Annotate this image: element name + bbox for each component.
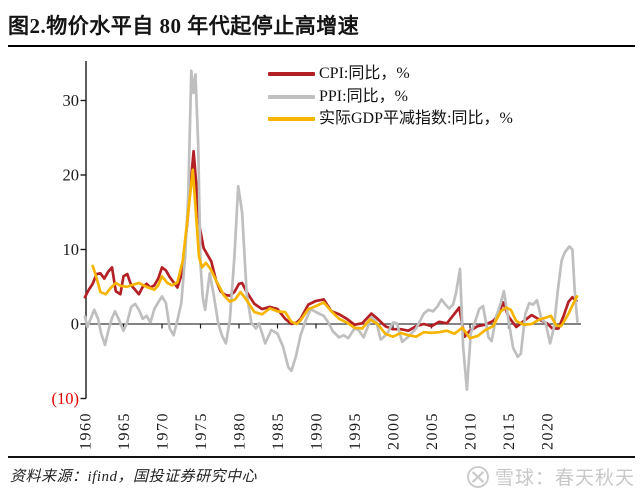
legend-swatch-cpi: [268, 72, 315, 77]
x-tick-label: 1995: [347, 412, 364, 450]
series-line-deflator: [91, 168, 579, 340]
x-tick-label: 2010: [463, 412, 480, 450]
x-tick-label: 1965: [116, 412, 133, 450]
legend-label-deflator: 实际GDP平减指数:同比，%: [319, 110, 513, 128]
legend-swatch-ppi: [268, 94, 315, 99]
y-tick-label: 30: [63, 91, 80, 110]
watermark-text: 雪球：春天秋天: [494, 468, 635, 489]
legend-swatch-deflator: [268, 117, 315, 122]
footer-divider: [8, 456, 635, 458]
source-note: 资料来源：ifind，国投证券研究中心: [10, 469, 258, 485]
x-tick-label: 2015: [501, 412, 518, 450]
x-tick-label: 1985: [270, 412, 287, 450]
legend-label-ppi: PPI:同比，%: [319, 87, 408, 105]
x-tick-label: 1975: [193, 412, 210, 450]
y-tick-label: 20: [63, 166, 80, 185]
watermark: 雪球：春天秋天: [466, 463, 635, 490]
title-divider: [8, 45, 635, 47]
legend-label-cpi: CPI:同比，%: [319, 65, 410, 83]
x-tick-label: 1970: [155, 412, 172, 450]
x-tick-label: 1990: [309, 412, 326, 450]
legend-item-cpi: CPI:同比，%: [268, 63, 513, 86]
x-tick-label: 1960: [78, 412, 95, 450]
chart-legend: CPI:同比，% PPI:同比，% 实际GDP平减指数:同比，%: [268, 63, 513, 131]
x-tick-label: 1980: [232, 412, 249, 450]
series-line-ppi: [83, 69, 579, 391]
legend-item-deflator: 实际GDP平减指数:同比，%: [268, 108, 513, 131]
x-tick-label: 2000: [386, 412, 403, 450]
y-tick-label: 10: [63, 240, 80, 259]
figure-title: 图2.物价水平自 80 年代起停止高增速: [8, 14, 360, 38]
y-tick-label: 0: [71, 315, 79, 334]
x-tick-label: 2020: [540, 412, 557, 450]
y-tick-label: (10): [52, 389, 80, 408]
x-tick-label: 2005: [424, 412, 441, 450]
xueqiu-logo-icon: [467, 465, 489, 488]
legend-item-ppi: PPI:同比，%: [268, 86, 513, 109]
